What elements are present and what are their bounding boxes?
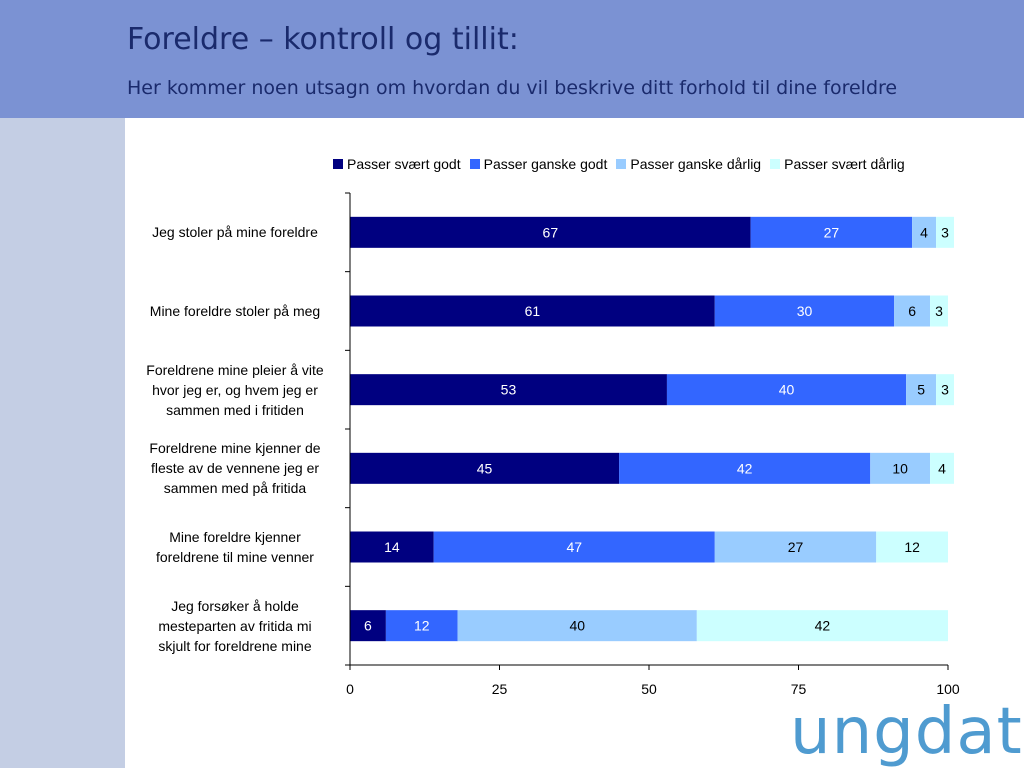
legend-label: Passer svært dårlig <box>784 156 905 172</box>
bar-segment <box>457 610 697 642</box>
data-label: 40 <box>569 618 585 634</box>
bar-segment <box>350 452 620 484</box>
x-tick-label: 0 <box>346 681 354 697</box>
data-label: 3 <box>941 224 949 240</box>
data-label: 40 <box>779 382 795 398</box>
x-tick-label: 25 <box>492 681 508 697</box>
category-label: Jeg stoler på mine foreldre <box>152 224 318 241</box>
legend-item: Passer ganske godt <box>469 156 608 172</box>
bar-segment <box>936 216 954 248</box>
page-subtitle: Her kommer noen utsagn om hvordan du vil… <box>127 77 898 99</box>
legend-label: Passer svært godt <box>347 156 461 172</box>
legend-item: Passer svært godt <box>333 156 461 172</box>
data-label: 6 <box>908 303 916 319</box>
data-label: 3 <box>935 303 943 319</box>
data-label: 12 <box>414 618 430 634</box>
data-label: 47 <box>566 539 582 555</box>
data-label: 3 <box>941 382 949 398</box>
data-label: 42 <box>737 460 753 476</box>
bar-segment <box>870 452 931 484</box>
legend-item: Passer ganske dårlig <box>616 156 761 172</box>
data-label: 45 <box>477 460 493 476</box>
category-label: Foreldrene mine pleier å vite hvor jeg er… <box>146 361 324 418</box>
legend-swatch <box>770 159 781 169</box>
bar-segment <box>876 531 948 563</box>
ungdata-logo: ungdata <box>790 695 1024 769</box>
bar-segment <box>350 374 667 406</box>
bar-segment <box>750 216 913 248</box>
chart-legend: Passer svært godt Passer ganske godt Passe… <box>333 156 905 172</box>
x-tick-label: 50 <box>641 681 657 697</box>
category-label: Mine foreldre stoler på meg <box>149 303 321 319</box>
x-tick-label: 75 <box>791 681 807 697</box>
bar-segment <box>350 610 386 642</box>
data-label: 4 <box>920 224 928 240</box>
bar-segment <box>930 452 954 484</box>
x-tick-label: 100 <box>936 681 960 697</box>
bar-segment <box>912 216 937 248</box>
bar-segment <box>350 295 715 327</box>
legend-item: Passer svært dårlig <box>770 156 905 172</box>
legend-label: Passer ganske dårlig <box>630 156 762 172</box>
data-label: 4 <box>938 460 946 476</box>
legend-swatch <box>469 159 480 169</box>
data-label: 42 <box>815 618 831 634</box>
legend-swatch <box>616 159 627 169</box>
data-label: 12 <box>904 539 920 555</box>
bar-segment <box>666 374 907 406</box>
bar-segment <box>696 610 948 642</box>
bar-segment <box>894 295 931 327</box>
data-label: 10 <box>892 460 908 476</box>
bar-segment <box>906 374 937 406</box>
bar-segment <box>936 374 954 406</box>
data-label: 30 <box>797 303 813 319</box>
data-label: 53 <box>501 382 517 398</box>
data-label: 27 <box>788 539 804 555</box>
data-label: 27 <box>824 224 840 240</box>
category-label: Jeg forsøker å holde mesteparten av friti… <box>158 597 312 654</box>
bar-segment <box>433 531 715 563</box>
data-label: 14 <box>384 539 400 555</box>
left-sidebar-band <box>0 118 125 768</box>
data-label: 6 <box>364 618 372 634</box>
bar-segment <box>714 295 895 327</box>
category-label: Mine foreldre kjenner foreldrene til mine… <box>156 529 314 565</box>
header-banner: Foreldre – kontroll og tillit: Her komme… <box>0 0 1024 118</box>
page-title: Foreldre – kontroll og tillit: <box>127 22 519 57</box>
bar-segment <box>350 531 434 563</box>
bar-segment <box>930 295 948 327</box>
legend-label: Passer ganske godt <box>483 156 608 172</box>
data-label: 61 <box>525 303 541 319</box>
data-label: 67 <box>543 224 559 240</box>
bar-segment <box>385 610 458 642</box>
bar-segment <box>619 452 871 484</box>
bar-segment <box>714 531 877 563</box>
category-label: Foreldrene mine kjenner de fleste av de v… <box>149 440 321 497</box>
legend-swatch <box>333 159 343 169</box>
bar-segment <box>350 216 751 248</box>
data-label: 5 <box>917 382 925 398</box>
